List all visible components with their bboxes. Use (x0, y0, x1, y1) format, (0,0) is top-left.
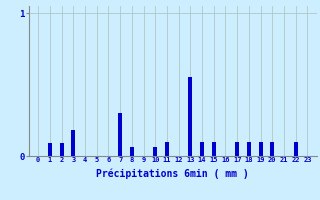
Bar (48, 143, 52, 156)
Bar (188, 77, 192, 156)
Bar (60, 143, 64, 156)
Bar (259, 142, 263, 156)
Bar (294, 142, 298, 156)
Bar (130, 147, 134, 156)
Bar (200, 142, 204, 156)
Bar (212, 142, 216, 156)
Bar (247, 142, 251, 156)
Bar (71, 130, 75, 156)
Bar (235, 142, 239, 156)
Bar (153, 147, 157, 156)
Bar (118, 113, 122, 156)
Bar (270, 142, 274, 156)
Bar (165, 142, 169, 156)
X-axis label: Précipitations 6min ( mm ): Précipitations 6min ( mm ) (96, 169, 249, 179)
